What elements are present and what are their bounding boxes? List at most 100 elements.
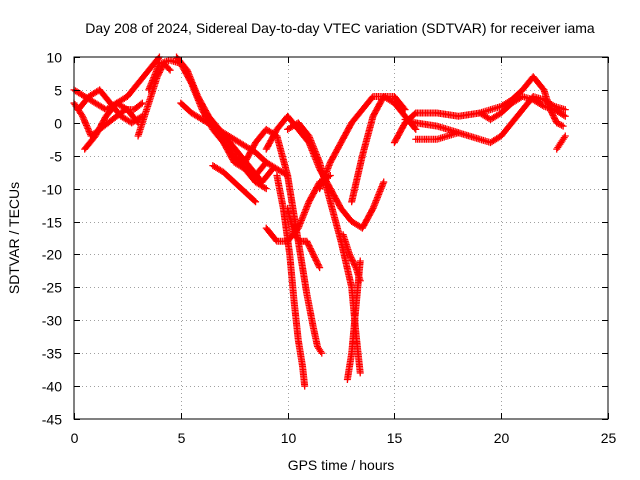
data-trace-markers: [221, 169, 237, 185]
data-trace-markers: [129, 113, 145, 126]
x-tick-label: 10: [281, 430, 297, 446]
data-trace-markers: [231, 153, 248, 172]
x-tick-label: 25: [601, 430, 617, 446]
data-trace-markers: [231, 179, 248, 195]
data-trace-markers: [349, 107, 365, 126]
x-tick-label: 15: [387, 430, 403, 446]
data-point: [553, 119, 561, 127]
series-track-9: [209, 162, 260, 206]
data-trace-markers: [346, 252, 359, 270]
data-trace-markers: [263, 225, 280, 244]
series-track-10: [220, 139, 270, 193]
data-trace-markers: [221, 130, 237, 142]
data-trace-markers: [554, 120, 566, 129]
series-track-8: [177, 99, 292, 179]
chart-title: Day 208 of 2024, Sidereal Day-to-day VTE…: [85, 20, 595, 36]
data-point: [138, 99, 146, 107]
data-trace-markers: [327, 140, 344, 165]
data-trace-markers: [315, 344, 325, 356]
data-trace-markers: [242, 166, 258, 185]
series-track-14: [262, 171, 334, 245]
data-trace-markers: [242, 140, 259, 165]
y-tick-label: -45: [42, 412, 62, 428]
y-tick-label: -40: [42, 379, 62, 395]
data-trace-markers: [304, 239, 317, 257]
data-point: [252, 198, 260, 206]
data-trace-markers: [310, 252, 323, 270]
data-point: [356, 277, 364, 285]
data-trace-markers: [145, 61, 163, 92]
data-trace-markers: [340, 232, 353, 257]
data-trace-markers: [210, 123, 226, 136]
series-track-20: [348, 92, 409, 206]
data-trace-markers: [554, 140, 564, 151]
data-trace-markers: [303, 292, 317, 329]
data-trace-markers: [253, 179, 269, 192]
data-trace-markers: [297, 252, 311, 296]
data-series: [70, 53, 569, 390]
data-point: [412, 125, 420, 133]
x-tick-label: 0: [71, 430, 79, 446]
data-point: [401, 106, 409, 114]
x-axis-ticks: 0 5 10 15 20 25: [71, 57, 617, 446]
data-trace-markers: [141, 94, 154, 119]
data-trace-markers: [359, 206, 376, 231]
data-point: [79, 112, 87, 120]
data-trace-markers: [498, 100, 515, 116]
y-axis-label: SDTVAR / TECUs: [6, 182, 22, 294]
data-trace-markers: [498, 120, 515, 139]
data-trace-markers: [391, 100, 408, 119]
series-track-4: [74, 86, 146, 127]
y-tick-label: 0: [54, 116, 62, 132]
data-trace-markers: [359, 94, 376, 112]
data-trace-markers: [124, 81, 141, 99]
data-trace-markers: [370, 94, 387, 119]
data-trace-markers: [286, 252, 298, 303]
series-track-26: [553, 132, 569, 153]
data-point: [561, 106, 569, 114]
data-trace-markers: [227, 140, 244, 158]
data-trace-markers: [488, 110, 504, 123]
data-trace-markers: [178, 100, 194, 116]
series-track-11: [241, 125, 326, 357]
data-trace-markers: [189, 110, 205, 123]
data-trace-markers: [456, 109, 482, 120]
data-point: [318, 349, 326, 357]
data-point: [356, 257, 364, 265]
data-trace-markers: [147, 74, 161, 99]
series-track-23: [412, 129, 462, 143]
data-trace-markers: [348, 305, 360, 356]
data-point: [454, 129, 462, 137]
data-trace-markers: [295, 338, 306, 369]
data-trace-markers: [221, 140, 237, 158]
y-tick-label: -30: [42, 313, 62, 329]
data-trace-markers: [284, 173, 298, 217]
data-trace-markers: [97, 87, 113, 106]
data-trace-markers: [242, 189, 258, 205]
data-trace-markers: [146, 54, 162, 73]
data-trace-markers: [310, 325, 321, 349]
series-track-24: [476, 92, 569, 124]
plot-frame: [73, 56, 609, 420]
data-trace-markers: [348, 153, 366, 204]
data-trace-markers: [344, 351, 355, 382]
series-track-18: [262, 112, 388, 232]
data-trace-markers: [552, 107, 568, 119]
data-trace-markers: [327, 186, 344, 211]
data-trace-markers: [338, 206, 355, 224]
data-trace-markers: [210, 127, 226, 145]
series-track-17: [339, 231, 364, 285]
data-point: [561, 132, 569, 140]
x-tick-label: 5: [178, 430, 186, 446]
data-point: [316, 264, 324, 272]
data-point: [262, 185, 270, 193]
data-trace-markers: [327, 199, 345, 244]
data-trace-markers: [263, 127, 280, 152]
data-trace-markers: [337, 239, 355, 290]
y-tick-label: -25: [42, 280, 62, 296]
data-trace-markers: [509, 107, 525, 126]
x-tick-label: 20: [494, 430, 510, 446]
data-trace-markers: [107, 100, 124, 119]
data-trace-markers: [316, 160, 334, 191]
